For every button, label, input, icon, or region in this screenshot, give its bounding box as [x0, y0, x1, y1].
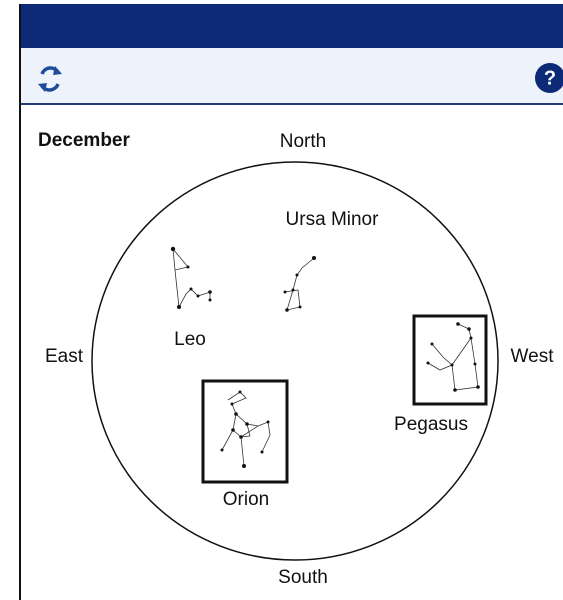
constellation-label[interactable]: Orion: [223, 489, 269, 510]
app-window: ? December North South East West Ursa Mi…: [0, 0, 563, 600]
east-label: East: [45, 346, 84, 367]
west-label: West: [511, 346, 555, 367]
toolbar: [19, 48, 563, 104]
constellation-label[interactable]: Pegasus: [394, 414, 468, 435]
title-bar: [19, 4, 563, 48]
constellation-label[interactable]: Leo: [174, 329, 206, 350]
help-label[interactable]: ?: [544, 67, 556, 89]
constellation-label[interactable]: Ursa Minor: [286, 209, 380, 230]
month-label: December: [38, 130, 130, 151]
page: ? December North South East West Ursa Mi…: [0, 0, 563, 600]
south-label: South: [278, 567, 328, 588]
north-label: North: [280, 131, 326, 152]
